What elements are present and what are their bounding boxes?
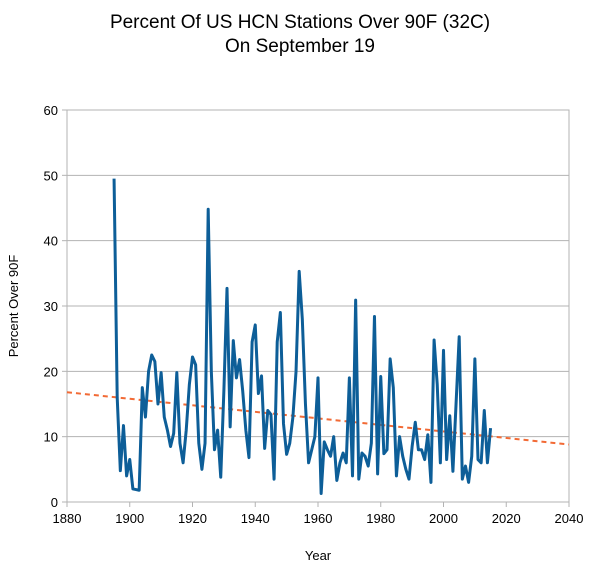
x-axis-label: Year xyxy=(305,548,332,563)
y-tick-label: 40 xyxy=(44,234,58,249)
y-tick-label: 50 xyxy=(44,168,58,183)
y-tick-label: 10 xyxy=(44,430,58,445)
y-tick-label: 30 xyxy=(44,299,58,314)
y-axis-label: Percent Over 90F xyxy=(6,255,21,358)
x-tick-label: 2000 xyxy=(429,511,458,526)
y-tick-label: 60 xyxy=(44,103,58,118)
x-tick-label: 1900 xyxy=(115,511,144,526)
y-tick-label: 20 xyxy=(44,364,58,379)
x-tick-label: 1920 xyxy=(178,511,207,526)
chart-subtitle: On September 19 xyxy=(225,36,375,57)
x-tick-label: 1880 xyxy=(53,511,82,526)
plot-frame xyxy=(66,109,570,503)
x-tick-label: 1980 xyxy=(366,511,395,526)
x-tick-label: 2040 xyxy=(555,511,584,526)
data-line xyxy=(112,178,493,496)
x-tick-label: 1940 xyxy=(241,511,270,526)
x-tick-label: 2020 xyxy=(492,511,521,526)
y-tick-label: 0 xyxy=(51,495,58,510)
x-tick-label: 1960 xyxy=(304,511,333,526)
chart-title: Percent Of US HCN Stations Over 90F (32C… xyxy=(110,12,490,33)
